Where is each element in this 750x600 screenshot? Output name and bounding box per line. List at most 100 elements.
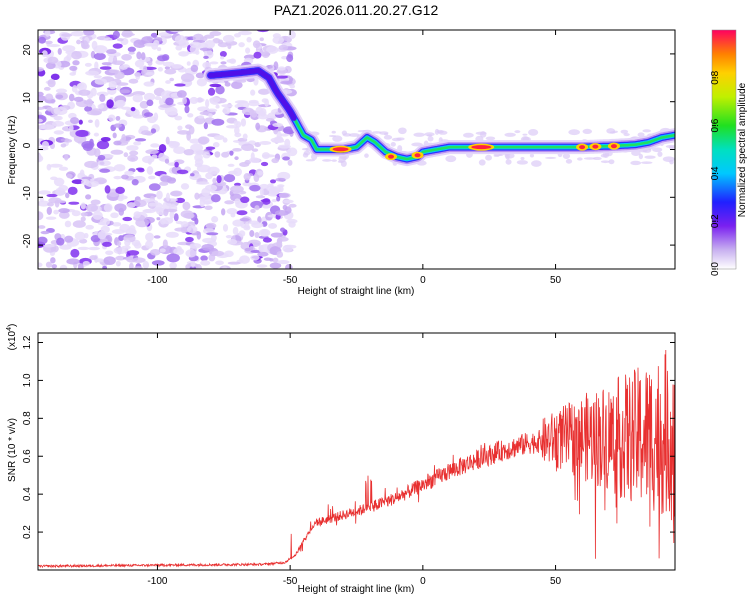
x-tick-label: -100	[147, 576, 167, 587]
noise-blob	[121, 106, 131, 110]
noise-blob	[56, 237, 65, 246]
noise-blob	[148, 183, 161, 191]
noise-blob	[254, 205, 260, 211]
noise-blob	[236, 121, 242, 128]
noise-blob	[119, 64, 128, 70]
noise-blob	[158, 98, 165, 106]
noise-blob	[162, 239, 168, 249]
noise-blob	[233, 33, 242, 38]
noise-blob	[213, 134, 225, 140]
noise-blob	[223, 174, 236, 183]
noise-blob	[145, 149, 159, 155]
noise-blob	[282, 244, 293, 253]
noise-blob	[70, 248, 80, 258]
noise-blob	[114, 203, 127, 213]
snr-scale-close: )	[7, 324, 18, 327]
noise-blob	[258, 112, 265, 116]
noise-blob	[371, 131, 382, 134]
noise-blob	[47, 43, 60, 48]
noise-blob	[150, 32, 158, 38]
noise-blob	[140, 52, 146, 61]
noise-blob	[139, 100, 149, 109]
noise-blob	[565, 158, 573, 164]
noise-blob	[146, 166, 154, 175]
noise-blob	[272, 257, 279, 263]
noise-blob	[115, 255, 126, 261]
noise-blob	[78, 89, 91, 96]
noise-blob	[180, 183, 190, 190]
noise-blob	[156, 55, 169, 62]
noise-blob	[568, 129, 580, 136]
y-tick-label: -10	[22, 186, 33, 201]
noise-blob	[229, 58, 237, 64]
noise-blob	[94, 148, 101, 158]
noise-blob	[278, 44, 289, 51]
noise-blob	[170, 191, 181, 197]
noise-blob	[133, 141, 142, 146]
noise-blob	[528, 128, 539, 136]
noise-blob	[258, 88, 270, 95]
noise-blob	[71, 50, 82, 60]
noise-blob	[40, 124, 55, 130]
noise-blob	[174, 83, 186, 87]
noise-blob	[222, 266, 228, 269]
noise-blob	[66, 258, 80, 265]
noise-blob	[43, 86, 51, 91]
noise-blob	[239, 255, 250, 264]
noise-blob	[276, 195, 281, 202]
noise-blob	[75, 129, 89, 138]
noise-blob	[38, 95, 47, 102]
noise-blob	[106, 99, 114, 109]
noise-blob	[249, 157, 261, 163]
noise-blob	[38, 236, 48, 245]
noise-blob	[215, 260, 224, 266]
noise-blob	[96, 140, 110, 150]
noise-blob	[194, 158, 204, 166]
noise-blob	[166, 253, 180, 263]
noise-blob	[158, 143, 167, 153]
noise-blob	[45, 93, 54, 101]
noise-blob	[58, 166, 69, 171]
noise-blob	[279, 227, 286, 233]
noise-blob	[73, 96, 84, 102]
noise-blob	[47, 78, 56, 88]
noise-blob	[174, 161, 179, 168]
noise-blob	[93, 75, 102, 79]
noise-blob	[234, 198, 241, 205]
noise-blob	[256, 264, 268, 268]
noise-blob	[188, 125, 195, 135]
noise-blob	[121, 53, 132, 61]
noise-blob	[230, 185, 244, 193]
noise-blob	[479, 131, 487, 138]
noise-blob	[112, 43, 123, 49]
noise-blob	[182, 96, 187, 105]
noise-blob	[222, 137, 228, 143]
noise-blob	[187, 113, 194, 118]
noise-blob	[278, 185, 284, 193]
noise-blob	[255, 195, 266, 199]
noise-blob	[143, 216, 155, 224]
noise-blob	[211, 215, 219, 223]
noise-blob	[60, 143, 67, 148]
noise-blob	[222, 34, 235, 43]
noise-blob	[44, 30, 51, 37]
noise-blob	[234, 156, 239, 161]
noise-blob	[82, 30, 95, 36]
noise-blob	[59, 264, 68, 269]
colorbar: 0.0 0.2 0.4 0.6 0.8 Normalized spectral ampl…	[710, 29, 748, 276]
noise-blob	[47, 56, 59, 64]
noise-blob	[364, 153, 369, 158]
noise-blob	[165, 97, 174, 106]
noise-blob	[251, 148, 259, 152]
svg-text:(x104): (x104)	[6, 324, 18, 351]
noise-blob	[84, 160, 99, 169]
noise-blob	[161, 217, 174, 225]
y-tick-label: 0.4	[22, 487, 33, 501]
noise-blob	[99, 66, 112, 70]
noise-blob	[38, 91, 44, 97]
noise-blob	[151, 154, 158, 160]
noise-blob	[247, 101, 260, 107]
noise-blob	[478, 159, 486, 166]
noise-blob	[582, 128, 593, 134]
noise-blob	[150, 143, 160, 148]
